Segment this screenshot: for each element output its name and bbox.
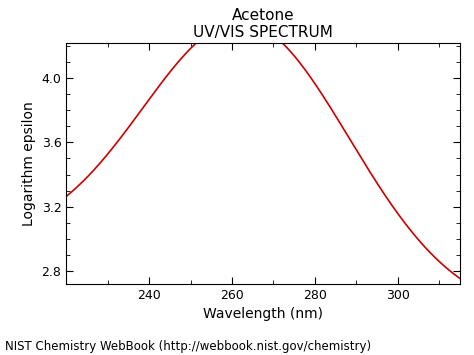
Y-axis label: Logarithm epsilon: Logarithm epsilon <box>22 101 36 226</box>
X-axis label: Wavelength (nm): Wavelength (nm) <box>203 307 323 321</box>
Text: NIST Chemistry WebBook (http://webbook.nist.gov/chemistry): NIST Chemistry WebBook (http://webbook.n… <box>5 340 371 353</box>
Title: Acetone
UV/VIS SPECTRUM: Acetone UV/VIS SPECTRUM <box>193 8 333 40</box>
